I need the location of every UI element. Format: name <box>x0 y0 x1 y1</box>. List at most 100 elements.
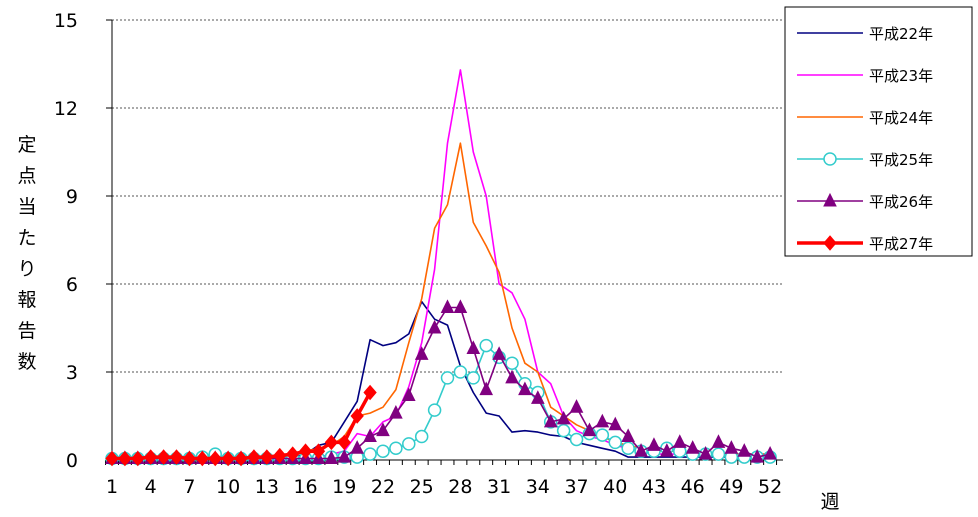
data-point-diamond <box>350 408 364 424</box>
data-point-circle <box>608 435 622 450</box>
data-point-triangle <box>505 369 519 384</box>
data-point-triangle <box>414 346 429 360</box>
data-point-circle <box>505 356 519 370</box>
data-point-circle <box>711 447 726 461</box>
data-point-triangle <box>401 387 416 401</box>
x-tick-label: 7 <box>183 476 195 498</box>
data-point-circle <box>479 338 493 353</box>
data-point-diamond <box>208 450 222 467</box>
data-point-triangle <box>685 440 700 454</box>
data-point-diamond <box>234 450 248 467</box>
data-point-triangle <box>376 422 390 437</box>
data-point-diamond <box>131 450 145 467</box>
data-point-circle <box>414 429 429 444</box>
data-point-circle <box>389 441 403 456</box>
data-point-triangle <box>647 437 661 451</box>
x-axis-ticks: 1 4 7 10 13 16 19 22 25 28 31 34 37 40 43 46 49 52 <box>106 476 782 498</box>
legend-item: 平成22年 <box>797 25 933 43</box>
data-point-diamond <box>118 450 132 467</box>
data-point-triangle <box>453 299 468 313</box>
legend-label: 平成25年 <box>869 151 933 169</box>
y-tick-label: 12 <box>54 98 78 120</box>
x-tick-label: 28 <box>448 476 472 498</box>
data-point-diamond <box>247 449 261 465</box>
data-point-diamond <box>311 443 326 459</box>
data-point-diamond <box>285 446 300 462</box>
data-point-triangle <box>595 413 610 428</box>
y-tick-label: 9 <box>66 186 78 208</box>
x-tick-label: 31 <box>487 476 511 498</box>
x-tick-label: 43 <box>642 476 666 498</box>
x-tick-label: 13 <box>255 476 279 498</box>
legend-label: 平成23年 <box>869 67 933 85</box>
data-point-circle <box>556 423 571 438</box>
data-point-triangle <box>582 422 597 437</box>
legend-label: 平成27年 <box>869 235 933 253</box>
x-tick-label: 52 <box>758 476 782 498</box>
data-point-triangle <box>763 446 777 460</box>
legend-box <box>784 6 973 257</box>
x-tick-label: 22 <box>371 476 395 498</box>
data-point-triangle <box>737 443 752 457</box>
x-tick-label: 40 <box>603 476 627 498</box>
data-point-diamond <box>273 447 287 464</box>
y-axis-label-char: 数 <box>17 351 36 373</box>
data-point-triangle <box>672 434 687 448</box>
data-point-triangle <box>492 346 506 360</box>
data-point-diamond <box>195 450 209 467</box>
data-point-circle <box>569 432 584 447</box>
data-point-diamond <box>260 449 274 465</box>
data-point-triangle <box>543 413 558 428</box>
data-point-circle <box>621 441 635 456</box>
y-axis-ticks: 0 3 6 9 12 15 <box>54 10 78 472</box>
data-point-diamond <box>298 443 313 459</box>
data-point-circle <box>427 403 442 417</box>
data-point-diamond <box>337 434 351 451</box>
x-tick-label: 25 <box>410 476 434 498</box>
data-point-diamond <box>324 434 339 451</box>
legend-label: 平成22年 <box>869 25 933 43</box>
plot-area <box>105 19 783 467</box>
plot-background <box>112 20 783 460</box>
y-axis-label-char: 点 <box>17 165 36 187</box>
x-tick-label: 19 <box>332 476 356 498</box>
data-point-triangle <box>466 340 481 355</box>
data-point-triangle <box>823 192 837 207</box>
y-axis-label-char: た <box>17 227 36 249</box>
data-point-triangle <box>634 443 648 457</box>
data-point-diamond <box>182 450 197 467</box>
data-point-diamond <box>363 384 377 401</box>
data-point-triangle <box>608 416 623 431</box>
x-tick-label: 34 <box>526 476 550 498</box>
y-tick-label: 3 <box>66 362 78 384</box>
legend-item: 平成24年 <box>797 109 933 127</box>
x-tick-label: 16 <box>293 476 317 498</box>
y-axis-label-char: 当 <box>17 196 36 218</box>
x-axis-label: 週 <box>820 491 839 513</box>
data-point-triangle <box>556 410 571 425</box>
data-point-triangle <box>350 440 364 454</box>
data-point-triangle <box>427 319 442 334</box>
legend-item: 平成25年 <box>797 151 933 169</box>
data-point-triangle <box>711 434 726 448</box>
data-point-triangle <box>750 448 765 463</box>
y-axis-label-char: 告 <box>17 320 36 342</box>
x-tick-label: 1 <box>106 476 118 498</box>
y-axis-label-char: り <box>17 258 36 280</box>
data-point-triangle <box>363 428 377 443</box>
data-point-triangle <box>324 450 339 465</box>
data-point-circle <box>376 444 390 458</box>
data-point-triangle <box>479 381 494 396</box>
y-axis-label-char: 報 <box>17 289 36 311</box>
data-point-circle <box>440 371 455 385</box>
data-point-triangle <box>440 299 455 313</box>
data-point-circle <box>466 371 481 385</box>
x-tick-label: 10 <box>216 476 240 498</box>
data-point-circle <box>402 437 416 451</box>
data-point-triangle <box>621 428 635 443</box>
legend-item: 平成26年 <box>797 192 933 211</box>
data-point-triangle <box>569 399 584 413</box>
